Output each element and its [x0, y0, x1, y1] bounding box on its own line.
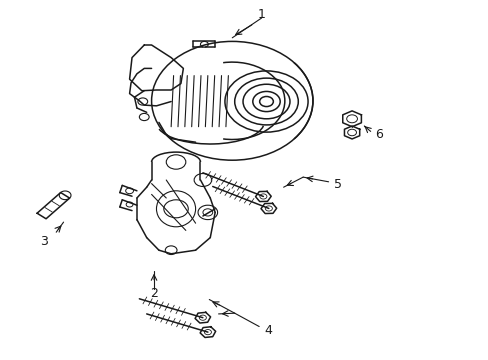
- Text: 4: 4: [264, 324, 271, 337]
- Text: 3: 3: [40, 235, 48, 248]
- Text: 1: 1: [257, 8, 265, 21]
- Text: 6: 6: [374, 129, 382, 141]
- Text: 5: 5: [334, 178, 342, 191]
- Text: 2: 2: [150, 287, 158, 300]
